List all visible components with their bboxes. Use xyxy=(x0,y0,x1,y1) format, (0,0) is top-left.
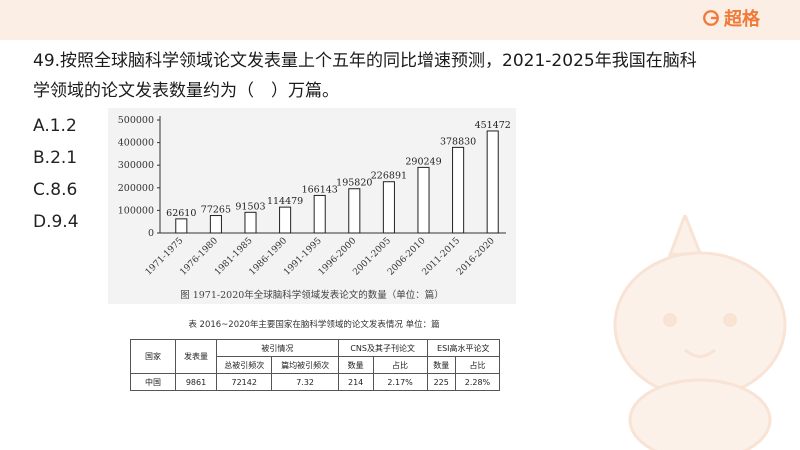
table-row: 中国 9861 72142 7.32 214 2.17% 225 2.28% xyxy=(130,373,501,391)
cell-esi-ratio: 2.28% xyxy=(454,373,501,391)
top-bar: 超格 xyxy=(0,0,800,40)
bar xyxy=(452,146,465,234)
bar-value-label: 114479 xyxy=(267,196,303,207)
header-cns-count: 数量 xyxy=(337,356,374,374)
cell-esi-count: 225 xyxy=(426,373,456,391)
bar-value-label: 62610 xyxy=(166,208,196,219)
bar-value-label: 195820 xyxy=(336,178,372,189)
option-c[interactable]: C.8.6 xyxy=(33,180,78,200)
y-tick-label: 300000 xyxy=(118,160,154,171)
bar xyxy=(175,218,188,234)
bar xyxy=(417,166,430,234)
question-line-1: 49.按照全球脑科学领域论文发表量上个五年的同比增速预测，2021-2025年我… xyxy=(33,51,697,71)
bar xyxy=(209,215,222,234)
header-avg-citations: 篇均被引频次 xyxy=(271,356,339,374)
question-line-2: 学领域的论文发表数量约为（ ）万篇。 xyxy=(33,81,339,101)
bar xyxy=(313,194,326,234)
bar xyxy=(348,188,361,234)
question-text: 49.按照全球脑科学领域论文发表量上个五年的同比增速预测，2021-2025年我… xyxy=(33,46,773,106)
bar-value-label: 451472 xyxy=(475,120,511,131)
header-country: 国家 xyxy=(130,339,176,374)
bar-chart-svg: 0100000200000300000400000500000626101971… xyxy=(118,115,511,278)
brand-logo: 超格 xyxy=(702,4,760,32)
data-table: 国家 发表量 被引情况 CNS及其子刊论文 ESI高水平论文 总被引频次 篇均被… xyxy=(130,339,501,391)
header-cns: CNS及其子刊论文 xyxy=(337,339,428,357)
header-esi-count: 数量 xyxy=(426,356,456,374)
cell-total-citations: 72142 xyxy=(215,373,273,391)
y-tick-label: 0 xyxy=(148,228,154,239)
bar-value-label: 91503 xyxy=(235,201,265,212)
y-tick-label: 500000 xyxy=(118,115,154,126)
mascot-watermark-icon xyxy=(613,215,787,450)
cell-cns-ratio: 2.17% xyxy=(372,373,428,391)
bar-value-label: 226891 xyxy=(371,171,407,182)
cell-cns-count: 214 xyxy=(337,373,374,391)
header-citations: 被引情况 xyxy=(216,339,339,357)
answer-options: A.1.2 B.2.1 C.8.6 D.9.4 xyxy=(33,110,79,238)
chart-caption: 图 1971-2020年全球脑科学领域发表论文的数量（单位：篇） xyxy=(180,290,444,301)
header-esi: ESI高水平论文 xyxy=(426,339,501,357)
option-b[interactable]: B.2.1 xyxy=(33,148,78,168)
bar xyxy=(244,211,257,234)
cell-country: 中国 xyxy=(130,373,176,391)
y-tick-label: 400000 xyxy=(118,138,154,149)
option-d[interactable]: D.9.4 xyxy=(33,212,79,232)
bar xyxy=(279,206,292,234)
header-count: 发表量 xyxy=(175,339,217,374)
y-tick-label: 100000 xyxy=(118,205,154,216)
data-table-panel: 表 2016~2020年主要国家在脑科学领域的论文发表情况 单位：篇 国家 发表… xyxy=(125,317,503,407)
y-tick-label: 200000 xyxy=(118,183,154,194)
bar-value-label: 378830 xyxy=(440,136,476,147)
table-header-row: 国家 发表量 被引情况 CNS及其子刊论文 ESI高水平论文 xyxy=(130,339,501,374)
header-cns-ratio: 占比 xyxy=(372,356,428,374)
cell-avg-citations: 7.32 xyxy=(271,373,339,391)
x-tick-label: 2016-2020 xyxy=(455,236,497,278)
header-esi-ratio: 占比 xyxy=(454,356,501,374)
cell-count: 9861 xyxy=(175,373,217,391)
bar xyxy=(486,130,499,234)
bar-value-label: 290249 xyxy=(405,156,441,167)
brand-logo-icon xyxy=(703,10,719,26)
header-total-citations: 总被引频次 xyxy=(215,356,273,374)
bar-value-label: 166143 xyxy=(302,184,338,195)
bar xyxy=(382,181,395,234)
bar-value-label: 77265 xyxy=(201,205,231,216)
table-title: 表 2016~2020年主要国家在脑科学领域的论文发表情况 单位：篇 xyxy=(188,320,440,330)
bar-chart: 0 100000 200000 300000 400000 500000 62610 1971… xyxy=(108,108,516,304)
option-a[interactable]: A.1.2 xyxy=(33,116,77,136)
brand-name: 超格 xyxy=(724,9,760,30)
